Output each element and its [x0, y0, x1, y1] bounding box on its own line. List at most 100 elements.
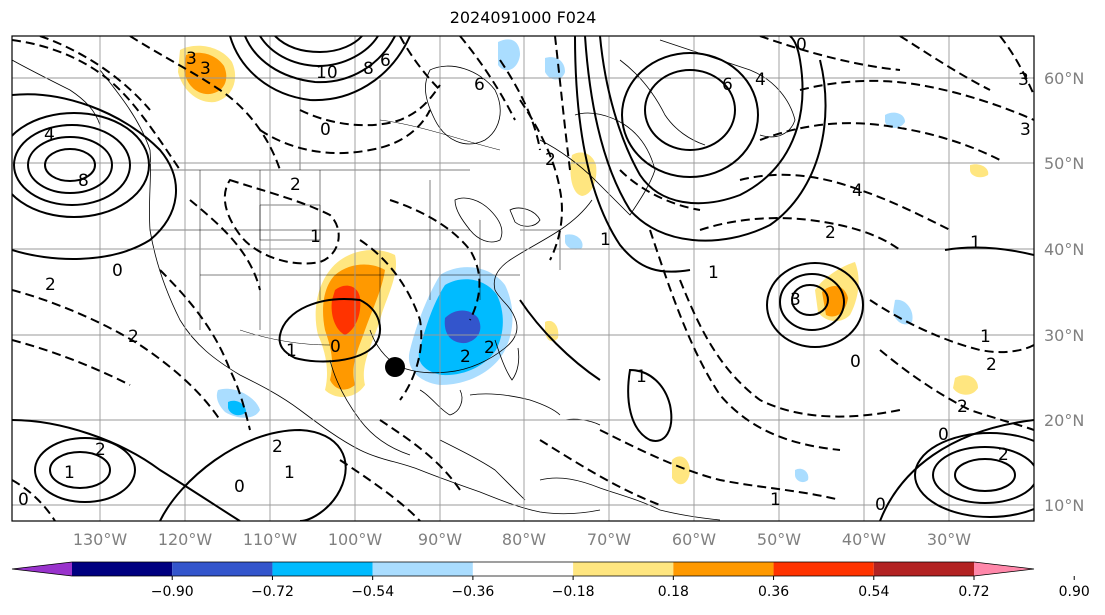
- colorbar-outline: [11, 561, 1035, 577]
- great-lakes: [454, 197, 541, 243]
- contour-label: 2: [545, 150, 556, 170]
- negative-anomaly-region: [565, 234, 583, 250]
- contour-label: 2: [290, 175, 301, 195]
- negative-anomaly-region: [498, 39, 520, 71]
- colorbar-tick-label: −0.36: [451, 584, 494, 600]
- pacific-coastline: [99, 69, 601, 515]
- south-america-coast: [539, 477, 721, 521]
- contour-label: 3: [790, 290, 801, 310]
- contour-label: 0: [112, 261, 123, 281]
- contour-label: 2: [272, 437, 283, 457]
- negative-anomaly-region: [893, 299, 913, 325]
- contour-label: 2: [128, 327, 139, 347]
- positive-anomaly-region: [672, 456, 690, 485]
- contour-label: 1: [600, 230, 611, 250]
- contour-label: 6: [380, 51, 391, 71]
- contour-label: 1: [286, 341, 297, 361]
- colorbar-segment: [72, 562, 173, 576]
- contour-label: 4: [755, 70, 766, 90]
- colorbar: −0.90 −0.72 −0.54 −0.36 −0.18 0.18 0.36 0.54 0.7…: [11, 561, 1090, 600]
- colorbar-segment: [172, 562, 273, 576]
- contour-label: 1: [980, 327, 991, 347]
- contour-label: 2: [825, 223, 836, 243]
- contour-label: 1: [708, 263, 719, 283]
- contour-label: 1: [284, 463, 295, 483]
- colorbar-tick-label: −0.72: [251, 584, 294, 600]
- contour-label: 2: [460, 347, 471, 367]
- contour-label: 6: [474, 75, 485, 95]
- florida-coastline: [494, 339, 520, 381]
- contour-label: 0: [938, 425, 949, 445]
- lon-label: 60°W: [672, 530, 716, 549]
- colorbar-segment: [272, 562, 373, 576]
- colorbar-tick-label: −0.18: [552, 584, 595, 600]
- lon-label: 110°W: [243, 530, 298, 549]
- longitude-labels: 130°W 120°W 110°W 100°W 90°W 80°W 70°W 6…: [73, 530, 971, 549]
- contour-label: 0: [330, 337, 341, 357]
- colorbar-tick-label: −0.90: [151, 584, 194, 600]
- contour-label: 0: [320, 120, 331, 140]
- contour-label: 0: [18, 490, 29, 510]
- colorbar-tick-label: 0.90: [1059, 584, 1090, 600]
- lon-label: 90°W: [418, 530, 462, 549]
- negative-anomaly-region: [885, 112, 905, 128]
- map-title: 2024091000 F024: [449, 8, 597, 27]
- lat-label: 50°N: [1044, 154, 1084, 173]
- colorbar-extend-high: [974, 562, 1034, 576]
- lon-label: 70°W: [587, 530, 631, 549]
- contour-label: 8: [78, 171, 89, 191]
- contour-label: 0: [796, 35, 807, 55]
- contour-label: 3: [1020, 120, 1031, 140]
- contour-label: 0: [234, 477, 245, 497]
- labrador-coastline: [619, 59, 706, 146]
- contour-labels: 3 3 10 8 6 6 6 4 0 0 2 3 8 4 2 1 0 2 2 1…: [18, 35, 1031, 515]
- negative-anomaly-region: [228, 400, 246, 416]
- positive-anomaly-region: [953, 375, 978, 395]
- contour-label: 3: [200, 59, 211, 79]
- lon-label: 120°W: [158, 530, 213, 549]
- colorbar-segment: [773, 562, 874, 576]
- positive-anomaly-region: [822, 286, 848, 317]
- yucatan-coastline: [419, 389, 463, 416]
- lon-label: 50°W: [757, 530, 801, 549]
- central-america: [439, 439, 526, 501]
- colorbar-tick-label: 0.72: [958, 584, 989, 600]
- hudson-bay: [425, 65, 501, 145]
- contour-label: 3: [186, 49, 197, 69]
- solid-contours: [12, 36, 1034, 521]
- lat-label: 30°N: [1044, 326, 1084, 345]
- lat-label: 60°N: [1044, 69, 1084, 88]
- lon-label: 130°W: [73, 530, 128, 549]
- political-borders: [150, 80, 561, 346]
- colorbar-tick-label: −0.54: [351, 584, 394, 600]
- contour-label: 1: [770, 490, 781, 510]
- positive-anomaly-region: [184, 52, 227, 95]
- colorbar-tick-label: 0.36: [758, 584, 789, 600]
- colorbar-segment: [573, 562, 674, 576]
- storm-center-marker: [385, 357, 405, 377]
- contour-label: 0: [850, 352, 861, 372]
- negative-anomaly-region: [545, 57, 565, 80]
- shaded-regions: [178, 39, 989, 485]
- contour-label: 8: [363, 59, 374, 79]
- colorbar-tick-label: 0.18: [658, 584, 689, 600]
- contour-label: 1: [310, 227, 321, 247]
- contour-label: 2: [95, 440, 106, 460]
- lon-label: 30°W: [927, 530, 971, 549]
- lat-label: 10°N: [1044, 496, 1084, 515]
- colorbar-extend-low: [12, 562, 72, 576]
- colorbar-segment: [673, 562, 774, 576]
- gulf-coastline: [369, 199, 593, 374]
- cuba: [469, 393, 561, 416]
- negative-anomaly-region: [795, 468, 809, 483]
- positive-anomaly-region: [970, 164, 989, 178]
- lat-label: 40°N: [1044, 240, 1084, 259]
- colorbar-segment: [472, 562, 574, 576]
- contour-label: 2: [45, 275, 56, 295]
- lat-label: 20°N: [1044, 411, 1084, 430]
- contour-label: 10: [316, 63, 338, 83]
- contour-label: 2: [957, 397, 968, 417]
- contour-label: 2: [484, 338, 495, 358]
- contour-label: 1: [64, 463, 75, 483]
